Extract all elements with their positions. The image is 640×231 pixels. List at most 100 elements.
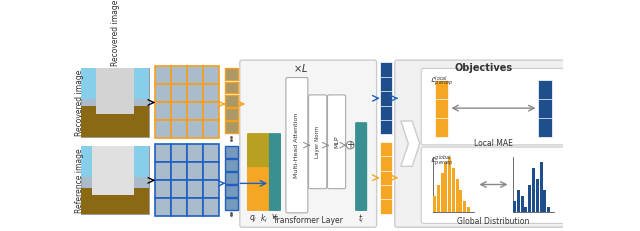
- FancyBboxPatch shape: [308, 95, 327, 189]
- FancyBboxPatch shape: [258, 155, 270, 167]
- Bar: [448, 157, 451, 212]
- FancyBboxPatch shape: [240, 60, 376, 227]
- Bar: [444, 162, 447, 212]
- Text: Recovered image: Recovered image: [111, 0, 120, 66]
- FancyBboxPatch shape: [355, 166, 367, 178]
- FancyBboxPatch shape: [247, 188, 259, 200]
- Text: Transformer Layer: Transformer Layer: [273, 216, 343, 225]
- Bar: [513, 201, 516, 212]
- Bar: [188, 102, 204, 120]
- Bar: [155, 162, 171, 180]
- Bar: [92, 146, 134, 195]
- Bar: [456, 179, 459, 212]
- Bar: [528, 185, 531, 212]
- FancyBboxPatch shape: [355, 133, 367, 145]
- Bar: [436, 185, 440, 212]
- Bar: [96, 68, 134, 114]
- Text: $\times L$: $\times L$: [293, 62, 308, 74]
- FancyBboxPatch shape: [269, 166, 281, 178]
- FancyBboxPatch shape: [247, 166, 259, 178]
- Bar: [171, 120, 188, 138]
- Bar: [204, 84, 220, 102]
- Bar: [204, 180, 220, 198]
- Bar: [171, 198, 188, 216]
- Bar: [171, 84, 188, 102]
- FancyBboxPatch shape: [247, 133, 259, 145]
- Bar: [225, 146, 237, 158]
- Bar: [81, 146, 149, 214]
- FancyBboxPatch shape: [247, 177, 259, 189]
- Bar: [204, 198, 220, 216]
- FancyBboxPatch shape: [395, 60, 573, 227]
- Bar: [452, 168, 455, 212]
- Bar: [540, 162, 543, 212]
- Bar: [225, 95, 237, 106]
- Text: Reference image: Reference image: [75, 148, 84, 213]
- Text: $t_i$: $t_i$: [358, 213, 364, 225]
- Bar: [188, 144, 204, 162]
- Text: $q_i$: $q_i$: [249, 213, 257, 224]
- Bar: [155, 198, 171, 216]
- Bar: [155, 120, 171, 138]
- Bar: [171, 162, 188, 180]
- Bar: [155, 66, 171, 84]
- Bar: [188, 84, 204, 102]
- Bar: [435, 80, 449, 137]
- FancyBboxPatch shape: [258, 144, 270, 156]
- Bar: [538, 80, 552, 137]
- FancyBboxPatch shape: [269, 133, 281, 145]
- FancyBboxPatch shape: [258, 199, 270, 211]
- FancyBboxPatch shape: [247, 199, 259, 211]
- Bar: [171, 144, 188, 162]
- Text: Local MAE: Local MAE: [474, 139, 513, 148]
- Bar: [81, 68, 149, 99]
- FancyBboxPatch shape: [258, 166, 270, 178]
- Bar: [225, 185, 237, 197]
- Bar: [155, 180, 171, 198]
- Circle shape: [346, 141, 354, 149]
- FancyBboxPatch shape: [421, 147, 566, 223]
- Bar: [81, 146, 149, 176]
- Text: Objectives: Objectives: [455, 63, 513, 73]
- Bar: [171, 66, 188, 84]
- FancyBboxPatch shape: [258, 188, 270, 200]
- Text: Multi-Head Attention: Multi-Head Attention: [294, 112, 300, 178]
- Text: +: +: [346, 140, 354, 150]
- FancyBboxPatch shape: [247, 155, 259, 167]
- FancyBboxPatch shape: [247, 144, 259, 156]
- Text: $v_i$: $v_i$: [271, 213, 279, 223]
- Bar: [532, 168, 535, 212]
- Bar: [225, 68, 237, 80]
- Polygon shape: [401, 121, 420, 166]
- Bar: [81, 68, 149, 137]
- FancyBboxPatch shape: [269, 144, 281, 156]
- Bar: [380, 142, 392, 214]
- Text: Global Distribution: Global Distribution: [457, 217, 530, 226]
- Bar: [225, 121, 237, 133]
- Bar: [155, 84, 171, 102]
- Bar: [547, 207, 550, 212]
- FancyBboxPatch shape: [355, 122, 367, 134]
- Bar: [463, 201, 466, 212]
- FancyBboxPatch shape: [355, 144, 367, 156]
- Bar: [188, 162, 204, 180]
- Bar: [225, 108, 237, 120]
- Bar: [171, 102, 188, 120]
- FancyBboxPatch shape: [355, 177, 367, 189]
- Bar: [171, 180, 188, 198]
- Bar: [81, 106, 149, 137]
- Text: Recovered image: Recovered image: [75, 69, 84, 136]
- FancyBboxPatch shape: [355, 155, 367, 167]
- Bar: [204, 144, 220, 162]
- Text: MLP: MLP: [334, 136, 339, 148]
- Bar: [433, 196, 436, 212]
- Text: Layer Norm: Layer Norm: [315, 126, 320, 158]
- Bar: [460, 190, 463, 212]
- FancyBboxPatch shape: [328, 95, 346, 189]
- Bar: [380, 62, 392, 134]
- FancyBboxPatch shape: [286, 78, 308, 213]
- FancyBboxPatch shape: [421, 68, 566, 145]
- Bar: [188, 180, 204, 198]
- Bar: [204, 102, 220, 120]
- FancyBboxPatch shape: [355, 188, 367, 200]
